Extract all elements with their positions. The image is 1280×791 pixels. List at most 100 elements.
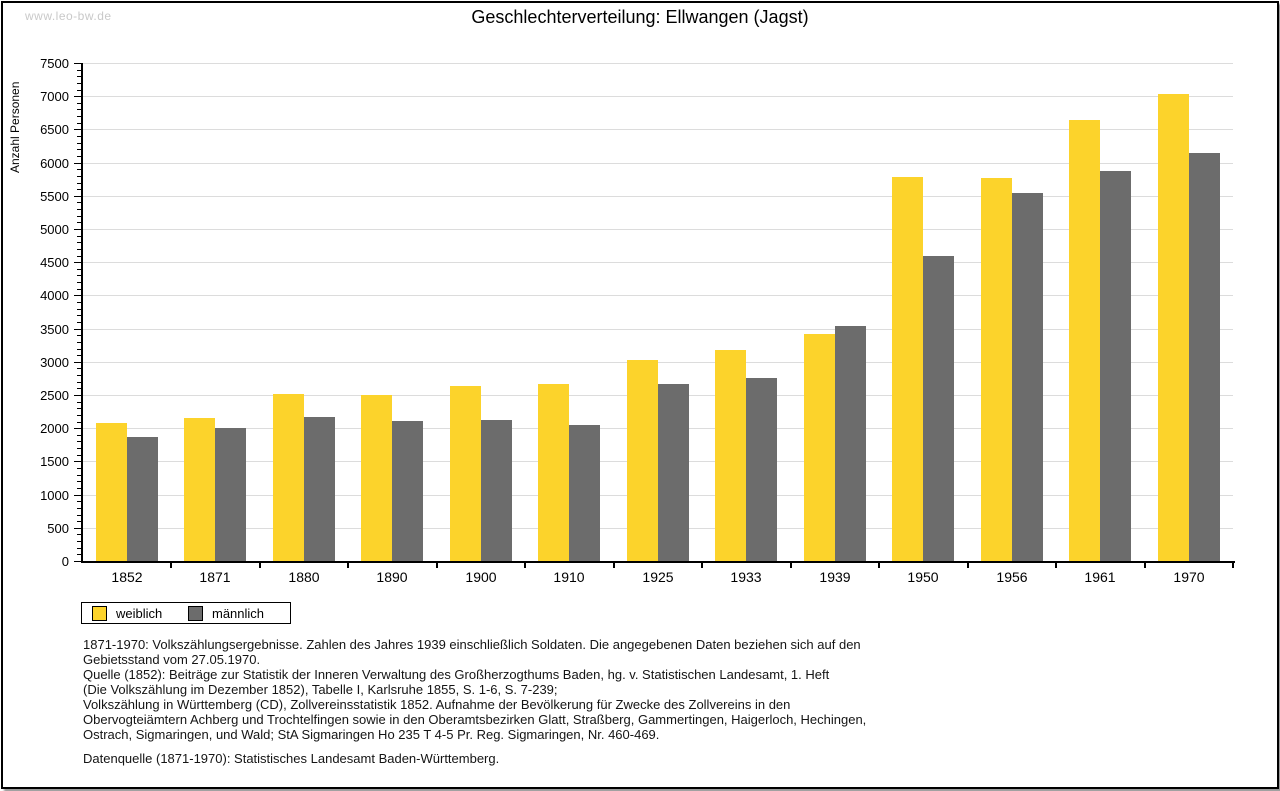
legend: weiblich männlich (81, 602, 291, 624)
y-axis-tick (74, 461, 81, 462)
gridline (83, 63, 1233, 64)
bar-männlich-1925 (658, 384, 689, 561)
y-axis-tick (74, 329, 81, 330)
bar-weiblich-1961 (1069, 120, 1100, 561)
y-axis-minor-tick (77, 548, 81, 549)
bar-männlich-1970 (1189, 153, 1220, 561)
y-axis-minor-tick (77, 468, 81, 469)
x-axis-category-label: 1900 (465, 569, 497, 585)
x-axis-category-label: 1910 (553, 569, 585, 585)
legend-label-weiblich: weiblich (116, 605, 163, 621)
x-axis-category-label: 1950 (907, 569, 939, 585)
x-axis-line (81, 561, 1235, 563)
footnote-line: Ostrach, Sigmaringen, und Wald; StA Sigm… (83, 727, 660, 742)
y-axis-minor-tick (77, 382, 81, 383)
y-axis-tick-label: 3500 (40, 322, 69, 337)
y-axis-tick (74, 129, 81, 130)
gridline (83, 262, 1233, 263)
y-axis-minor-tick (77, 256, 81, 257)
y-axis-minor-tick (77, 435, 81, 436)
gridline (83, 329, 1233, 330)
x-axis-tick (790, 563, 792, 568)
x-axis-tick (259, 563, 261, 568)
y-axis-minor-tick (77, 388, 81, 389)
y-axis-tick (74, 96, 81, 97)
y-axis-tick-label: 2500 (40, 388, 69, 403)
y-axis-minor-tick (77, 103, 81, 104)
y-axis-minor-tick (77, 109, 81, 110)
gridline (83, 96, 1233, 97)
y-axis-minor-tick (77, 222, 81, 223)
bar-männlich-1852 (127, 437, 158, 561)
y-axis-tick-label: 1500 (40, 454, 69, 469)
y-axis-minor-tick (77, 216, 81, 217)
y-axis-minor-tick (77, 521, 81, 522)
y-axis-minor-tick (77, 183, 81, 184)
y-axis-minor-tick (77, 149, 81, 150)
bar-männlich-1950 (923, 256, 954, 561)
bar-männlich-1890 (392, 421, 423, 561)
y-axis-minor-tick (77, 249, 81, 250)
x-axis-category-label: 1939 (819, 569, 851, 585)
y-axis-tick (74, 395, 81, 396)
footnote-line: Quelle (1852): Beiträge zur Statistik de… (83, 667, 830, 682)
y-axis-minor-tick (77, 156, 81, 157)
legend-swatch-weiblich (92, 605, 107, 621)
y-axis-minor-tick (77, 136, 81, 137)
y-axis-tick-label: 3000 (40, 355, 69, 370)
y-axis-minor-tick (77, 441, 81, 442)
y-axis-minor-tick (77, 534, 81, 535)
bar-weiblich-1910 (538, 384, 569, 561)
gridline (83, 362, 1233, 363)
y-axis-minor-tick (77, 349, 81, 350)
bar-männlich-1933 (746, 378, 777, 561)
x-axis-tick (701, 563, 703, 568)
chart-title: Geschlechterverteilung: Ellwangen (Jagst… (471, 7, 809, 27)
y-axis-tick-label: 7500 (40, 56, 69, 71)
y-axis-minor-tick (77, 475, 81, 476)
y-axis-minor-tick (77, 70, 81, 71)
y-axis-minor-tick (77, 335, 81, 336)
x-axis-tick (1055, 563, 1057, 568)
bar-männlich-1871 (215, 428, 246, 561)
x-axis-category-label: 1970 (1173, 569, 1205, 585)
y-axis-minor-tick (77, 508, 81, 509)
x-axis-tick (1232, 563, 1234, 568)
y-axis-minor-tick (77, 282, 81, 283)
bar-weiblich-1900 (450, 386, 481, 561)
bar-weiblich-1880 (273, 394, 304, 561)
gridline (83, 163, 1233, 164)
y-axis-minor-tick (77, 455, 81, 456)
x-axis-category-label: 1956 (996, 569, 1028, 585)
y-axis-minor-tick (77, 355, 81, 356)
bar-weiblich-1925 (627, 360, 658, 561)
y-axis-minor-tick (77, 289, 81, 290)
footnote-line: Volkszählung in Württemberg (CD), Zollve… (83, 697, 791, 712)
y-axis-minor-tick (77, 368, 81, 369)
bar-weiblich-1970 (1158, 94, 1189, 561)
x-axis-tick (524, 563, 526, 568)
y-axis-tick (74, 163, 81, 164)
y-axis-tick-label: 7000 (40, 89, 69, 104)
bar-weiblich-1950 (892, 177, 923, 561)
x-axis-category-label: 1852 (111, 569, 143, 585)
y-axis-tick (74, 295, 81, 296)
y-axis-tick-label: 500 (47, 521, 69, 536)
y-axis-minor-tick (77, 189, 81, 190)
y-axis-minor-tick (77, 309, 81, 310)
y-axis-tick (74, 428, 81, 429)
bar-männlich-1910 (569, 425, 600, 561)
bar-weiblich-1852 (96, 423, 127, 561)
y-axis-minor-tick (77, 488, 81, 489)
bar-männlich-1961 (1100, 171, 1131, 561)
y-axis-minor-tick (77, 541, 81, 542)
y-axis-tick (74, 362, 81, 363)
bar-männlich-1939 (835, 326, 866, 561)
x-axis-category-label: 1925 (642, 569, 674, 585)
bar-weiblich-1956 (981, 178, 1012, 561)
x-axis-tick (613, 563, 615, 568)
footnote-line: Gebietsstand vom 27.05.1970. (83, 652, 261, 667)
bar-weiblich-1890 (361, 395, 392, 561)
gridline (83, 229, 1233, 230)
